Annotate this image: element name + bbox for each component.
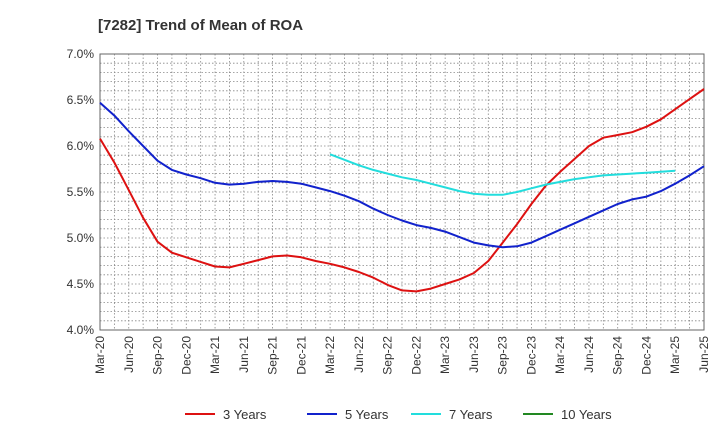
series-line-7-years <box>329 153 676 196</box>
y-tick-label: 5.0% <box>67 231 95 245</box>
legend: 3 Years 5 Years 7 Years 10 Years <box>185 407 612 422</box>
x-tick-label: Mar-22 <box>323 336 337 374</box>
x-tick-label: Dec-20 <box>179 336 193 375</box>
x-tick-label: Mar-24 <box>553 336 567 374</box>
x-axis: Mar-20 Jun-20 Sep-20 Dec-20 Mar-21 Jun-21 Sep-… <box>93 336 711 375</box>
legend-item: 3 Years <box>185 407 267 422</box>
x-tick-label: Jun-23 <box>467 336 481 373</box>
x-tick-label: Mar-21 <box>208 336 222 374</box>
x-tick-label: Sep-24 <box>611 336 625 375</box>
x-tick-label: Jun-20 <box>122 336 136 373</box>
x-tick-label: Sep-20 <box>151 336 165 375</box>
y-tick-label: 6.0% <box>67 139 95 153</box>
y-tick-label: 7.0% <box>67 47 95 61</box>
legend-label: 7 Years <box>449 407 493 422</box>
x-tick-label: Dec-22 <box>409 336 423 375</box>
x-tick-label: Mar-25 <box>668 336 682 374</box>
y-tick-label: 5.5% <box>67 185 95 199</box>
x-tick-label: Dec-23 <box>524 336 538 375</box>
legend-item: 5 Years <box>307 407 389 422</box>
series-lines <box>99 88 705 293</box>
series-line-5-years <box>99 102 705 249</box>
x-tick-label: Sep-23 <box>496 336 510 375</box>
x-tick-label: Mar-23 <box>438 336 452 374</box>
x-tick-label: Dec-24 <box>639 336 653 375</box>
x-tick-label: Dec-21 <box>294 336 308 375</box>
y-axis: 4.0% 4.5% 5.0% 5.5% 6.0% 6.5% 7.0% <box>67 47 95 337</box>
x-tick-label: Mar-20 <box>93 336 107 374</box>
x-tick-label: Sep-22 <box>381 336 395 375</box>
legend-label: 3 Years <box>223 407 267 422</box>
x-tick-label: Jun-25 <box>697 336 711 373</box>
y-tick-label: 4.0% <box>67 323 95 337</box>
x-tick-label: Jun-22 <box>352 336 366 373</box>
x-tick-label: Jun-21 <box>237 336 251 373</box>
y-tick-label: 6.5% <box>67 93 95 107</box>
legend-item: 7 Years <box>411 407 493 422</box>
legend-item: 10 Years <box>523 407 612 422</box>
grid <box>100 54 704 330</box>
chart-title: [7282] Trend of Mean of ROA <box>98 17 303 34</box>
y-tick-label: 4.5% <box>67 277 95 291</box>
legend-label: 5 Years <box>345 407 389 422</box>
legend-label: 10 Years <box>561 407 612 422</box>
plot-area-border <box>99 53 705 331</box>
x-tick-label: Sep-21 <box>266 336 280 375</box>
x-tick-label: Jun-24 <box>582 336 596 373</box>
series-line-3-years <box>99 88 705 293</box>
